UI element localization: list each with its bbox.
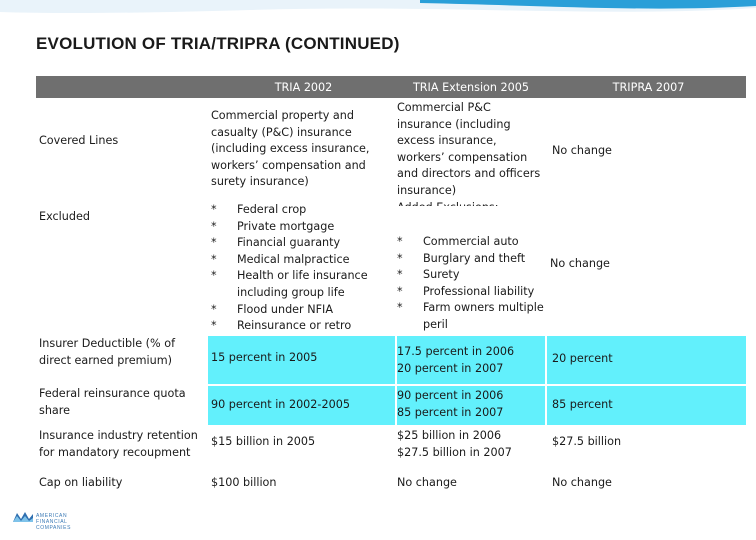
cell-retention-tripra-2007: $27.5 billion bbox=[552, 435, 622, 448]
text-line: 90 percent in 2006 bbox=[397, 389, 504, 402]
row-label-excluded: Excluded bbox=[39, 210, 90, 223]
cell-covered-tria-2002: Commercial property and casualty (P&C) i… bbox=[211, 109, 370, 189]
bullet-icon: * bbox=[211, 219, 217, 233]
row-background bbox=[36, 426, 746, 466]
bullet-icon: * bbox=[211, 302, 217, 316]
row-label-covered-lines: Covered Lines bbox=[39, 134, 119, 147]
cell-retention-tria-2002: $15 billion in 2005 bbox=[211, 435, 316, 448]
bullet-icon: * bbox=[397, 268, 403, 282]
cell-quota-extension-2005: 90 percent in 2006 85 percent in 2007 bbox=[397, 388, 545, 421]
cell-cap-tripra-2007: No change bbox=[552, 476, 612, 489]
list-item-text: Professional liability bbox=[423, 284, 535, 298]
text-line: insurance) bbox=[397, 183, 457, 197]
list-item-text: Federal crop bbox=[237, 203, 307, 216]
bullet-icon: * bbox=[211, 269, 217, 283]
excluded-list-2002: * Federal crop * Private mortgage * Financi… bbox=[211, 202, 378, 335]
text-line: $25 billion in 2006 bbox=[397, 429, 502, 442]
text-line: workers’ compensation bbox=[397, 150, 528, 164]
list-item-text: Commercial auto bbox=[423, 235, 519, 248]
text-line: 20 percent in 2007 bbox=[397, 361, 504, 375]
text-line: 85 percent in 2007 bbox=[397, 405, 504, 419]
list-item-text: Farm owners multiple peril bbox=[423, 301, 544, 331]
list-item: * Medical malpractice bbox=[211, 252, 378, 269]
logo-text: AMERICAN FINANCIAL COMPANIES bbox=[36, 513, 72, 531]
list-item: * Federal crop bbox=[211, 202, 378, 219]
cell-deductible-tripra-2007: 20 percent bbox=[552, 352, 613, 365]
list-item: * Commercial auto bbox=[397, 234, 547, 251]
cell-covered-extension-2005: Commercial P&C insurance (including exce… bbox=[397, 100, 545, 216]
text-line: $27.5 billion in 2007 bbox=[397, 445, 512, 459]
list-item-text: Medical malpractice bbox=[237, 252, 350, 266]
row-divider bbox=[36, 425, 746, 427]
list-item-text: Reinsurance or retro bbox=[237, 319, 352, 333]
text-line: 17.5 percent in 2006 bbox=[397, 345, 515, 358]
excluded-list-2005: * Commercial auto * Burglary and theft * Su… bbox=[397, 234, 547, 334]
cell-quota-tria-2002: 90 percent in 2002-2005 bbox=[211, 398, 350, 411]
list-item: * Farm owners multiple peril bbox=[397, 300, 547, 333]
page-title: EVOLUTION OF TRIA/TRIPRA (CONTINUED) bbox=[36, 34, 400, 53]
text-line: and directors and officers bbox=[397, 167, 541, 181]
row-label-insurer-deductible: Insurer Deductible (% of direct earned p… bbox=[36, 336, 206, 384]
column-divider bbox=[395, 336, 397, 426]
wave-decoration bbox=[0, 0, 756, 14]
list-item-text: Private mortgage bbox=[237, 219, 335, 233]
list-item-text: Health or life insurance including group… bbox=[237, 269, 368, 299]
list-item: * Private mortgage bbox=[211, 219, 378, 236]
bullet-icon: * bbox=[397, 235, 403, 248]
company-logo: AMERICAN FINANCIAL COMPANIES bbox=[12, 510, 92, 532]
text-line: excess insurance, bbox=[397, 134, 497, 148]
list-item: * Flood under NFIA bbox=[211, 302, 378, 319]
list-item: * Burglary and theft bbox=[397, 251, 547, 268]
row-divider bbox=[36, 384, 746, 386]
cell-deductible-tria-2002: 15 percent in 2005 bbox=[211, 351, 318, 364]
column-divider bbox=[206, 336, 208, 426]
table-header-row: TRIA 2002 TRIA Extension 2005 TRIPRA 200… bbox=[36, 76, 746, 98]
list-item: * Surety bbox=[397, 267, 547, 284]
list-item: * Professional liability bbox=[397, 284, 547, 301]
bullet-icon: * bbox=[211, 236, 217, 250]
table-row-covered-lines: Covered Lines Commercial property and ca… bbox=[36, 100, 746, 214]
cell-excluded-tripra-2007: No change bbox=[550, 257, 610, 270]
bullet-icon: * bbox=[397, 251, 403, 265]
cell-cap-tria-2002: $100 billion bbox=[211, 476, 277, 489]
text-line: Commercial P&C bbox=[397, 101, 491, 114]
table-row-excluded: Excluded * Federal crop * Private mortgage… bbox=[36, 203, 746, 336]
bullet-icon: * bbox=[397, 284, 403, 298]
table-row-industry-retention: Insurance industry retention for mandato… bbox=[36, 426, 746, 466]
row-label-cap-on-liability: Cap on liability bbox=[39, 476, 123, 489]
bullet-icon: * bbox=[211, 203, 217, 216]
logo-mark-icon bbox=[13, 512, 33, 522]
list-item-text: Flood under NFIA bbox=[237, 302, 333, 316]
list-item: * Financial guaranty bbox=[211, 235, 378, 252]
bullet-icon: * bbox=[211, 319, 217, 333]
row-label-industry-retention: Insurance industry retention for mandato… bbox=[39, 429, 198, 459]
list-item-text: Burglary and theft bbox=[423, 251, 526, 265]
table-row-cap-on-liability: Cap on liability $100 billion No change … bbox=[36, 468, 746, 498]
list-item-text: Surety bbox=[423, 268, 460, 282]
header-cell-tria-2002: TRIA 2002 bbox=[274, 81, 333, 94]
text-line: insurance (including bbox=[397, 117, 511, 131]
cell-quota-tripra-2007: 85 percent bbox=[552, 398, 613, 411]
bullet-icon: * bbox=[397, 301, 403, 315]
header-cell-tria-extension-2005: TRIA Extension 2005 bbox=[412, 81, 530, 94]
table-row-quota-share: Federal reinsurance quota share 90 perce… bbox=[36, 386, 746, 426]
header-band bbox=[0, 0, 756, 20]
list-item: * Reinsurance or retro bbox=[211, 318, 378, 335]
cell-deductible-extension-2005: 17.5 percent in 2006 20 percent in 2007 bbox=[397, 344, 545, 377]
cell-cap-extension-2005: No change bbox=[397, 476, 457, 489]
cell-covered-tripra-2007: No change bbox=[552, 144, 612, 157]
header-cell-tripra-2007: TRIPRA 2007 bbox=[612, 81, 685, 94]
bullet-icon: * bbox=[211, 252, 217, 266]
cell-retention-extension-2005: $25 billion in 2006 $27.5 billion in 200… bbox=[397, 428, 545, 461]
cell-excluded-tria-2002: * Federal crop * Private mortgage * Financi… bbox=[208, 202, 378, 335]
table-row-insurer-deductible: Insurer Deductible (% of direct earned p… bbox=[36, 336, 746, 384]
cell-excluded-extension-2005: * Commercial auto * Burglary and theft * Su… bbox=[397, 234, 547, 334]
list-item: * Health or life insurance including grou… bbox=[211, 268, 378, 301]
list-item-text: Financial guaranty bbox=[237, 236, 341, 250]
column-divider bbox=[545, 336, 547, 426]
row-label-quota-share: Federal reinsurance quota share bbox=[36, 386, 206, 426]
